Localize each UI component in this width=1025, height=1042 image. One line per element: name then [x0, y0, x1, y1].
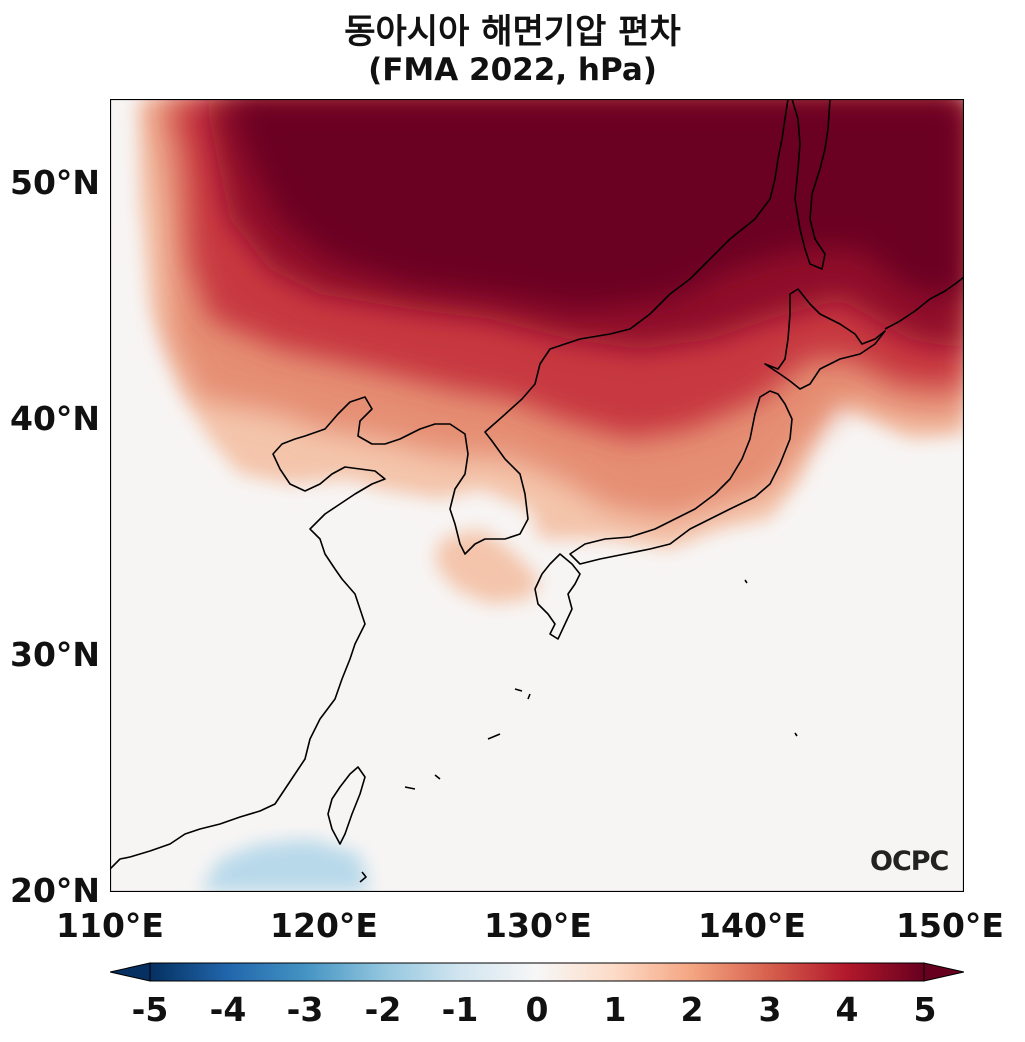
coastline-sakhalin	[791, 99, 831, 270]
lat-tick-label: 30°N	[10, 635, 101, 674]
colorbar-label: 2	[680, 990, 704, 1029]
anomaly-field-minus1hPa	[200, 839, 370, 892]
coastline-taiwan	[327, 766, 366, 845]
colorbar-label: -4	[209, 990, 247, 1029]
lon-tick-label: 150°E	[896, 906, 1004, 945]
anomaly-map	[110, 99, 964, 892]
colorbar-label: 1	[603, 990, 627, 1029]
lon-tick-label: 130°E	[484, 906, 592, 945]
ocpc-logo: OCPC	[870, 846, 949, 877]
colorbar-label: -1	[441, 990, 479, 1029]
lat-tick-label: 20°N	[10, 871, 101, 910]
lon-tick-label: 140°E	[698, 906, 806, 945]
colorbar-label: -5	[131, 990, 169, 1029]
colorbar-label: 5	[913, 990, 937, 1029]
lon-tick-label: 120°E	[270, 906, 378, 945]
coastline-shikoku-kyushu	[534, 553, 581, 640]
map-frame	[110, 99, 964, 892]
coastline-hainan	[359, 871, 367, 883]
coastline-mainland	[110, 99, 789, 870]
colorbar-gradient	[149, 962, 925, 982]
map-subtitle: (FMA 2022, hPa)	[368, 52, 657, 88]
coastlines	[110, 99, 964, 883]
colorbar-label: -3	[286, 990, 324, 1029]
anomaly-field-5hPa	[230, 99, 964, 309]
coastline-hokkaido	[764, 288, 886, 390]
colorbar-label: -2	[364, 990, 402, 1029]
lon-tick-label: 110°E	[56, 906, 164, 945]
colorbar-label: 4	[835, 990, 859, 1029]
colorbar	[110, 962, 964, 982]
lat-tick-label: 50°N	[10, 163, 101, 202]
lat-tick-label: 40°N	[10, 399, 101, 438]
colorbar-high-extension	[923, 962, 964, 982]
colorbar-label: 3	[758, 990, 782, 1029]
coastline-honshu	[569, 390, 793, 565]
colorbar-label: 0	[525, 990, 549, 1029]
coastline-ryukyu	[404, 579, 798, 790]
coastline-kuril	[884, 276, 964, 330]
anomaly-field	[140, 99, 964, 892]
colorbar-low-extension	[110, 962, 151, 982]
map-title: 동아시아 해면기압 편차	[344, 12, 681, 52]
